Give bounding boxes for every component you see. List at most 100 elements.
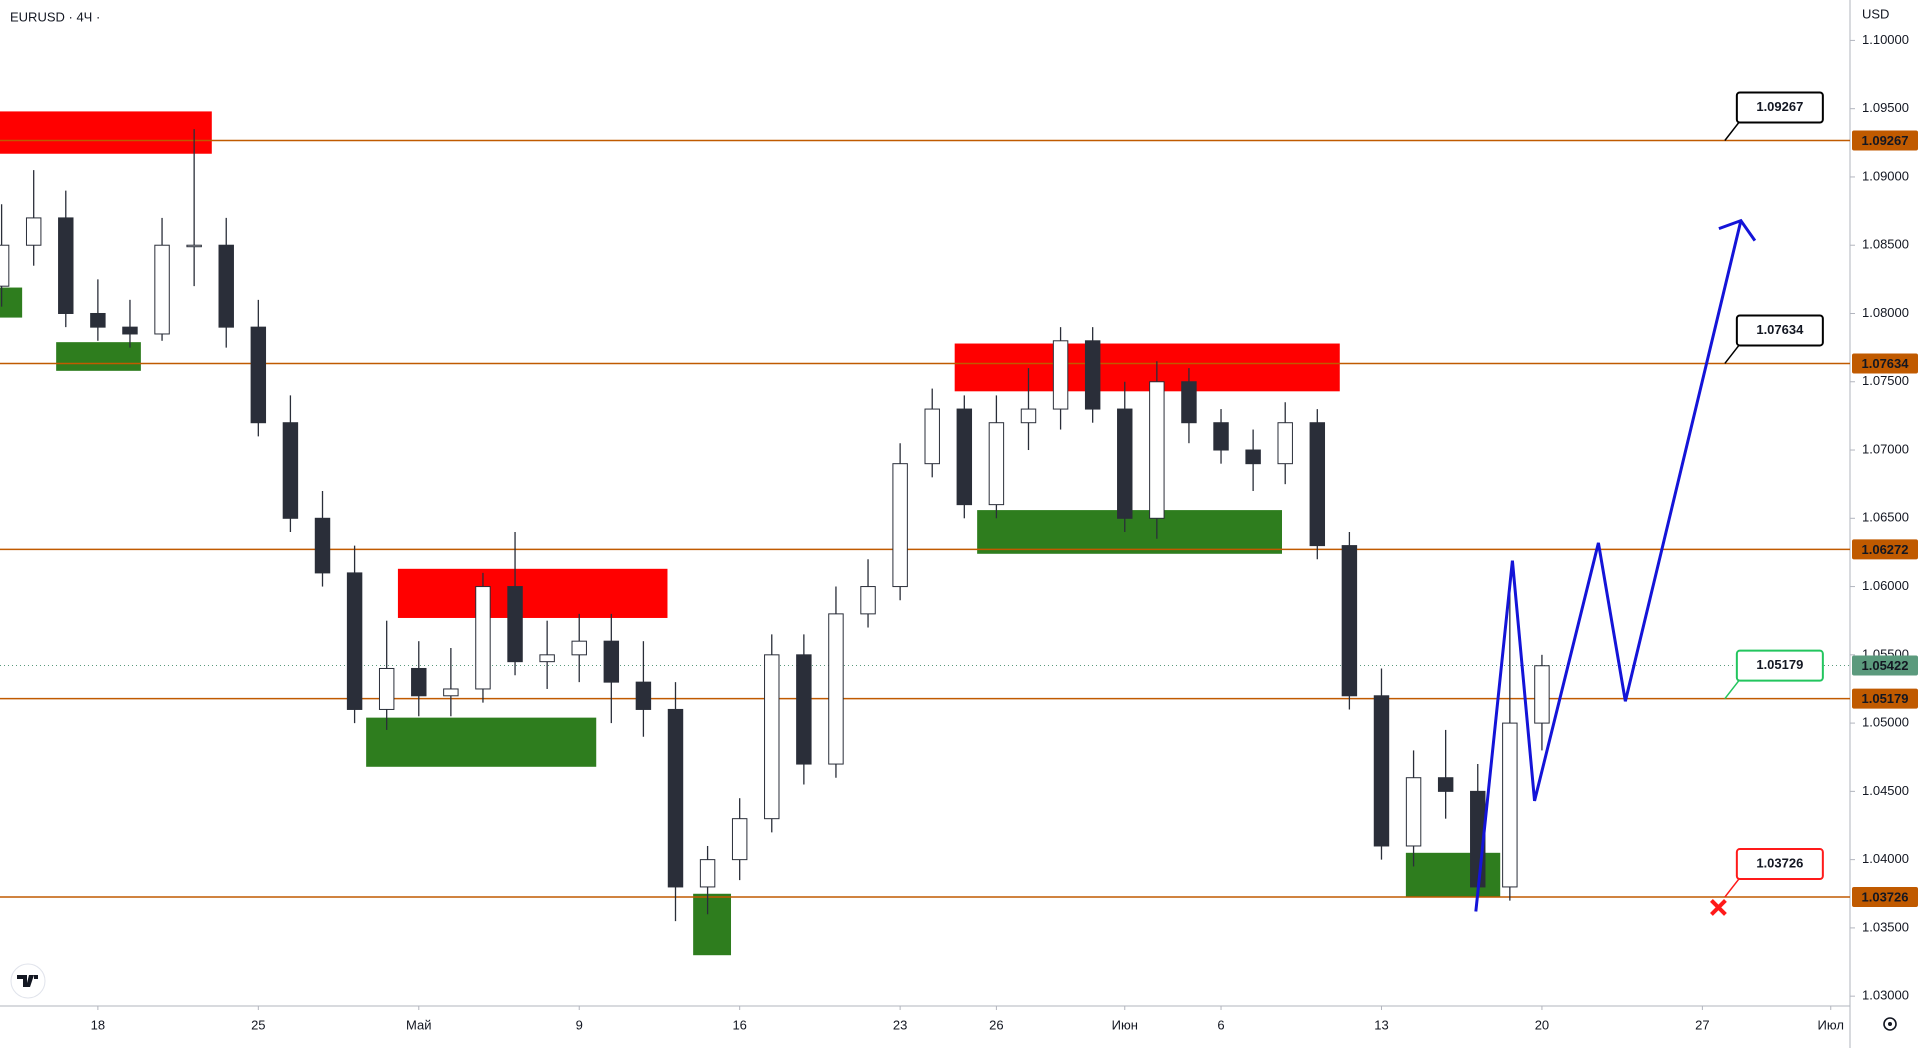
- y-tick-label: 1.06500: [1862, 510, 1909, 525]
- callout-pointer: [1724, 122, 1740, 141]
- currency-label[interactable]: USD: [1862, 6, 1889, 21]
- y-tick-label: 1.09000: [1862, 168, 1909, 183]
- candle-body: [0, 244, 10, 287]
- x-tick-label: 26: [989, 1017, 1003, 1032]
- x-tick-label: 18: [91, 1017, 105, 1032]
- candle-body: [1149, 381, 1165, 519]
- zone: [56, 342, 141, 371]
- candle-body: [924, 408, 940, 465]
- candle-body: [1052, 340, 1069, 410]
- forecast-arrowhead: [1718, 218, 1757, 242]
- y-tick-label: 1.10000: [1862, 32, 1909, 47]
- candle-body: [731, 818, 748, 861]
- candle-body: [58, 217, 74, 314]
- callout-box: [1735, 649, 1824, 682]
- last-price-badge-bg: [1852, 655, 1918, 676]
- candle-body: [1405, 777, 1422, 847]
- forecast-path: [1474, 220, 1743, 912]
- candle-body: [250, 326, 267, 424]
- y-tick-label: 1.09500: [1862, 100, 1909, 115]
- candle-body: [796, 654, 812, 765]
- level-badge-bg: [1852, 887, 1918, 908]
- callout-label: 1.09267: [1756, 99, 1803, 114]
- candle-body: [1084, 340, 1101, 410]
- candle-body: [122, 326, 138, 335]
- callout-label: 1.07634: [1756, 322, 1804, 337]
- callout-box: [1735, 91, 1824, 124]
- x-tick-label: 9: [576, 1017, 583, 1032]
- x-tick-label: Май: [406, 1017, 431, 1032]
- x-tick-label: Июн: [1112, 1017, 1138, 1032]
- stop-marker: [1710, 899, 1727, 916]
- candle-body: [988, 422, 1005, 506]
- candle-body: [892, 463, 908, 588]
- callout-label: 1.03726: [1756, 855, 1803, 870]
- y-tick-label: 1.08500: [1862, 237, 1909, 252]
- chart-title: EURUSD · 4Ч ·: [10, 9, 100, 24]
- last-price-badge: 1.05422: [1862, 658, 1909, 673]
- candle-body: [699, 859, 716, 888]
- candle-body: [1341, 545, 1358, 697]
- candle-body: [507, 586, 523, 663]
- level-badge-bg: [1852, 688, 1918, 709]
- candle-body: [90, 312, 106, 328]
- y-tick-label: 1.04000: [1862, 851, 1909, 866]
- x-tick-label: 6: [1217, 1017, 1224, 1032]
- candle-body: [1502, 722, 1518, 888]
- x-tick-label: Июл: [1818, 1017, 1844, 1032]
- callout-pointer: [1724, 680, 1740, 700]
- candle-body: [1020, 408, 1037, 424]
- candle-body: [860, 586, 876, 615]
- candle-body: [1437, 777, 1454, 792]
- level-badge: 1.07634: [1862, 356, 1910, 371]
- zone: [0, 111, 212, 154]
- y-tick-label: 1.05000: [1862, 715, 1909, 730]
- callout-box: [1735, 314, 1824, 347]
- level-badge-bg: [1852, 130, 1918, 151]
- x-tick-label: 27: [1695, 1017, 1709, 1032]
- candle-body: [1534, 665, 1550, 724]
- candle-body: [411, 667, 427, 697]
- y-tick-label: 1.04500: [1862, 783, 1909, 798]
- candle-body: [603, 640, 620, 683]
- y-tick-label: 1.07000: [1862, 441, 1909, 456]
- candle-body: [1309, 422, 1326, 547]
- candle-body: [1373, 695, 1390, 847]
- candle-body: [828, 613, 844, 765]
- zone: [954, 343, 1340, 392]
- x-tick-label: 25: [251, 1017, 265, 1032]
- candle-body: [1277, 422, 1293, 465]
- candle-body: [764, 654, 780, 820]
- zone: [397, 568, 668, 618]
- candle-body: [539, 654, 555, 663]
- zone: [0, 287, 23, 318]
- candle-body: [154, 244, 170, 335]
- candle-body: [635, 681, 652, 710]
- candle-body: [571, 640, 587, 656]
- candle-body: [282, 422, 299, 519]
- level-badge: 1.05179: [1862, 691, 1909, 706]
- candle-body: [378, 667, 395, 710]
- y-tick-label: 1.03000: [1862, 988, 1909, 1003]
- y-tick-label: 1.08000: [1862, 305, 1909, 320]
- zone: [1405, 852, 1501, 897]
- settings-icon[interactable]: [1883, 1017, 1897, 1031]
- candle-body: [186, 244, 202, 248]
- x-tick-label: 23: [893, 1017, 907, 1032]
- candle-body: [443, 688, 459, 697]
- candle-body: [1117, 408, 1133, 519]
- candle-body: [218, 244, 234, 328]
- x-tick-label: 20: [1535, 1017, 1549, 1032]
- y-tick-label: 1.03500: [1862, 919, 1909, 934]
- callout-box: [1735, 848, 1824, 881]
- zone: [693, 893, 732, 956]
- level-badge: 1.09267: [1862, 133, 1909, 148]
- callout-pointer: [1724, 878, 1740, 898]
- tv-logo: [10, 963, 46, 999]
- callout-pointer: [1724, 344, 1740, 364]
- level-badge-bg: [1852, 353, 1918, 374]
- x-tick-label: 13: [1374, 1017, 1388, 1032]
